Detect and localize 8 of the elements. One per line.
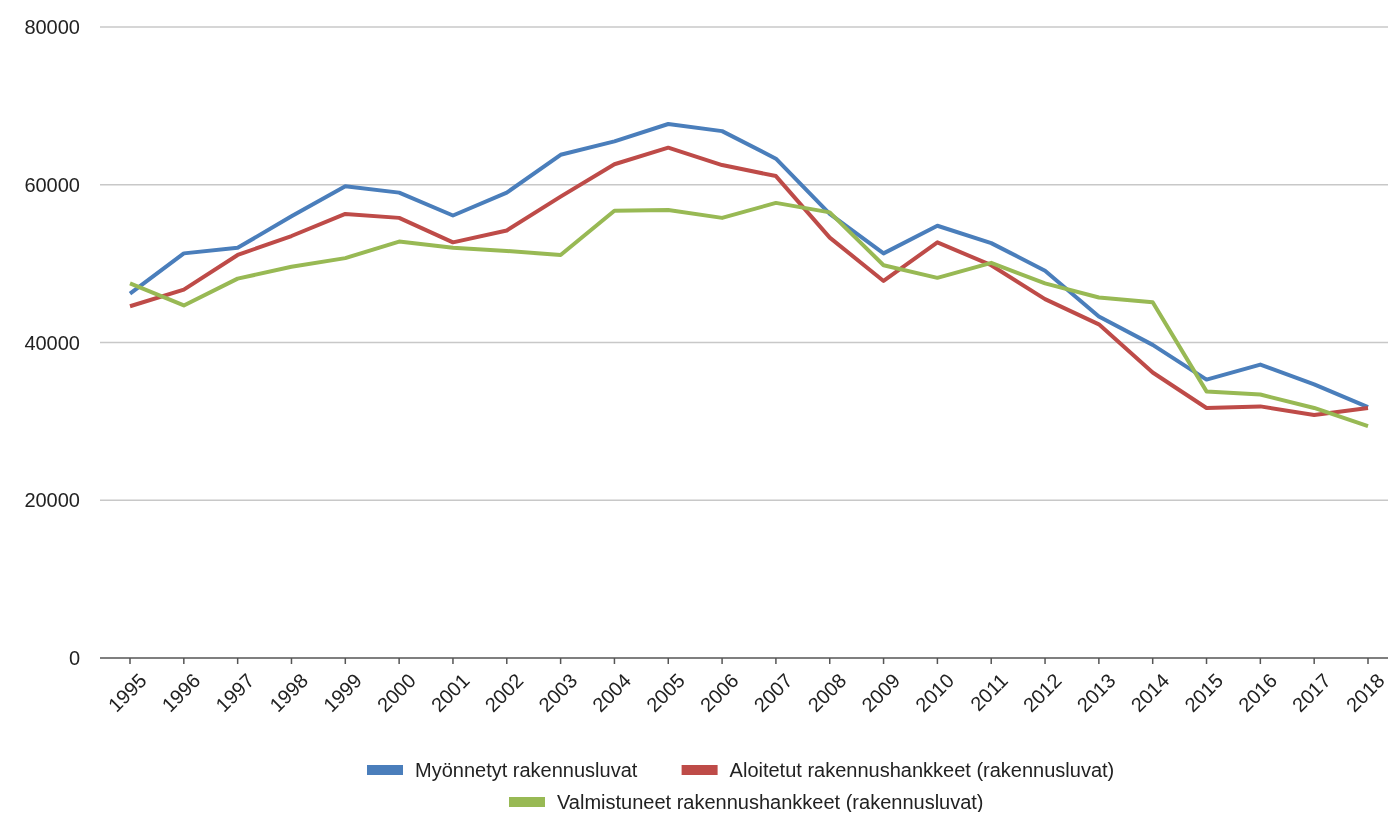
y-tick-label: 80000 [24,16,80,38]
legend-label: Myönnetyt rakennusluvat [415,759,638,781]
y-tick-label: 60000 [24,173,80,196]
line-series [128,200,1370,429]
y-tick-label: 0 [68,647,80,669]
legend-label: Aloitetut rakennushankkeet (rakennusluvat) [729,759,1115,781]
y-tick-label: 20000 [24,489,80,512]
y-tick-label: 40000 [24,331,80,354]
